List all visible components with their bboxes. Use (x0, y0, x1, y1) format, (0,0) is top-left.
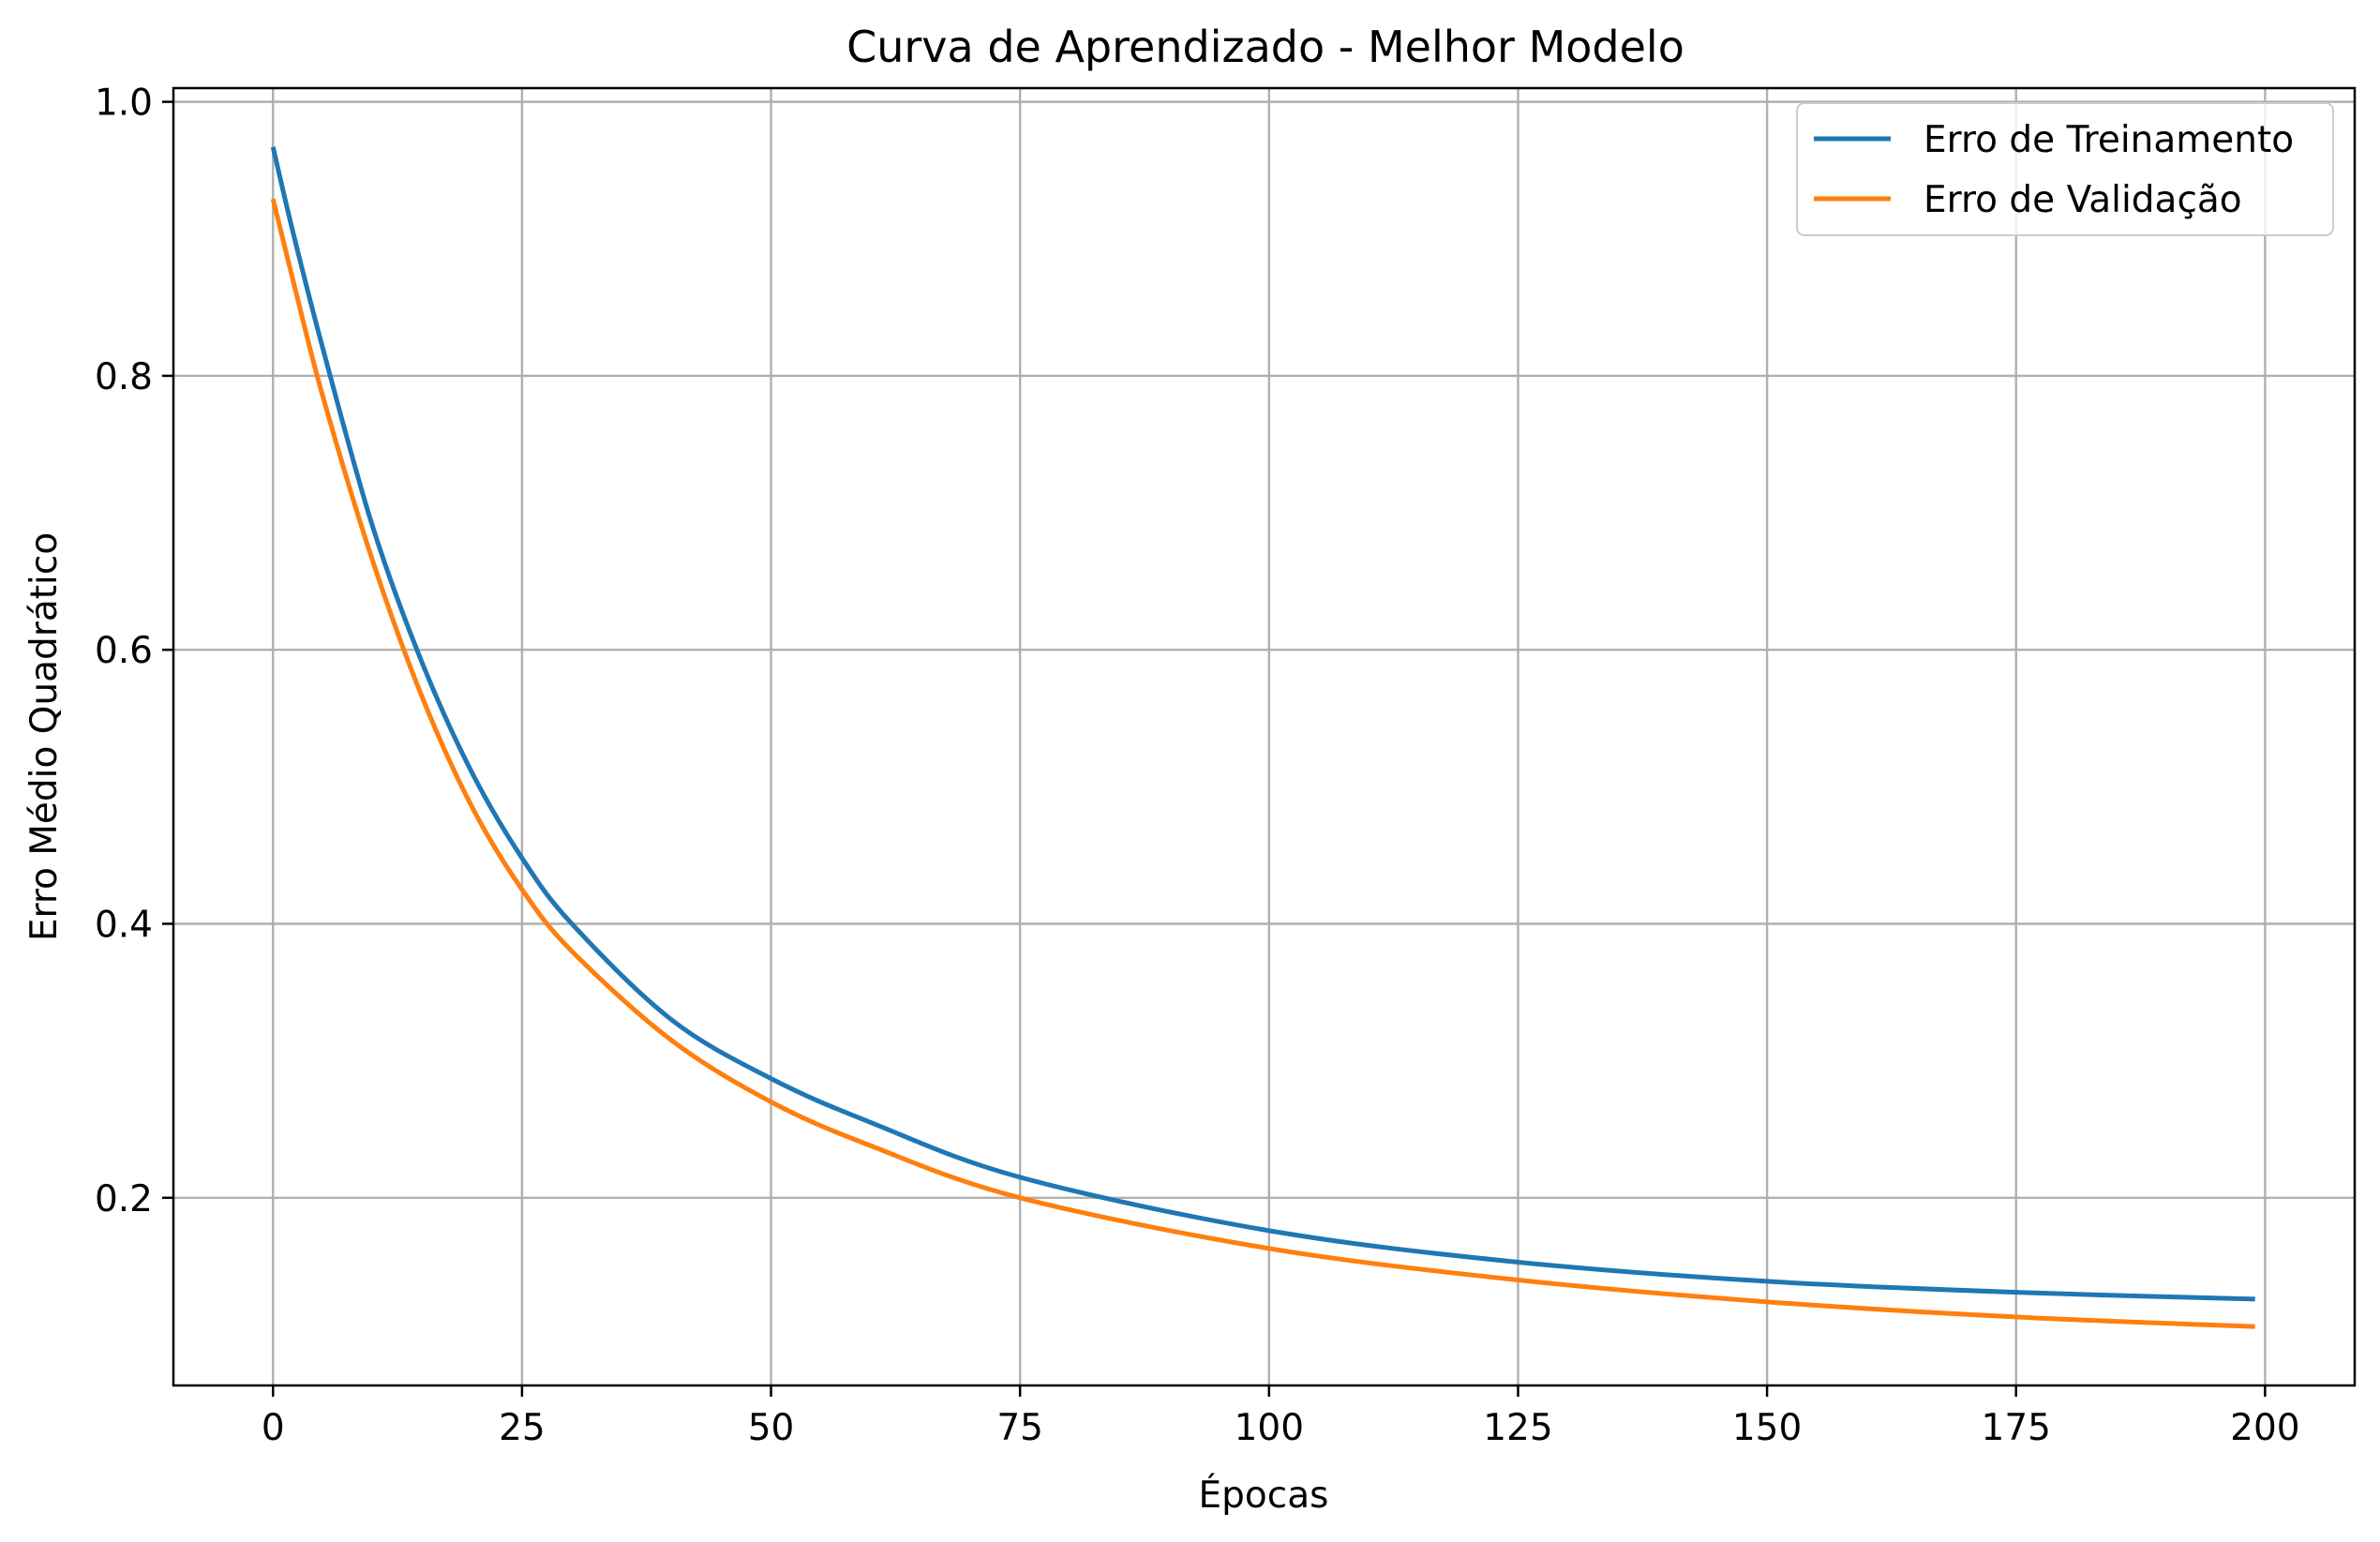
y-tick-label: 0.6 (95, 630, 153, 672)
grid-lines (173, 88, 2355, 1385)
x-tick-label: 175 (1982, 1407, 2051, 1449)
x-tick-label: 50 (748, 1407, 795, 1449)
x-tick-label: 200 (2230, 1407, 2299, 1449)
series-line-erro-treinamento (270, 146, 2255, 1302)
axis-ticks: 0 25 50 75 100 125 150 175 200 0.2 0.4 0.6 0.8 1.0 (95, 82, 2300, 1449)
y-axis-label: Erro Médio Quadrático (23, 532, 66, 941)
x-axis-label: Épocas (1199, 1473, 1329, 1517)
chart-title: Curva de Aprendizado - Melhor Modelo (846, 22, 1684, 72)
x-tick-label: 100 (1235, 1407, 1304, 1449)
legend-label-erro-validacao: Erro de Validação (1923, 179, 2242, 221)
x-tick-label: 0 (262, 1407, 285, 1449)
x-tick-label: 150 (1732, 1407, 1802, 1449)
y-tick-label: 0.2 (95, 1178, 153, 1220)
y-tick-label: 0.4 (95, 904, 153, 946)
x-tick-label: 25 (499, 1407, 546, 1449)
legend-label-erro-treinamento: Erro de Treinamento (1923, 119, 2294, 161)
legend-box (1796, 102, 2334, 236)
y-tick-label: 0.8 (95, 356, 153, 398)
x-tick-label: 125 (1483, 1407, 1552, 1449)
legend: Erro de Treinamento Erro de Validação (1796, 102, 2334, 236)
plot-frame (172, 86, 2357, 1387)
series-lines (270, 146, 2255, 1329)
series-line-erro-validacao (270, 198, 2255, 1329)
x-tick-label: 75 (996, 1407, 1043, 1449)
y-tick-label: 1.0 (95, 82, 153, 125)
